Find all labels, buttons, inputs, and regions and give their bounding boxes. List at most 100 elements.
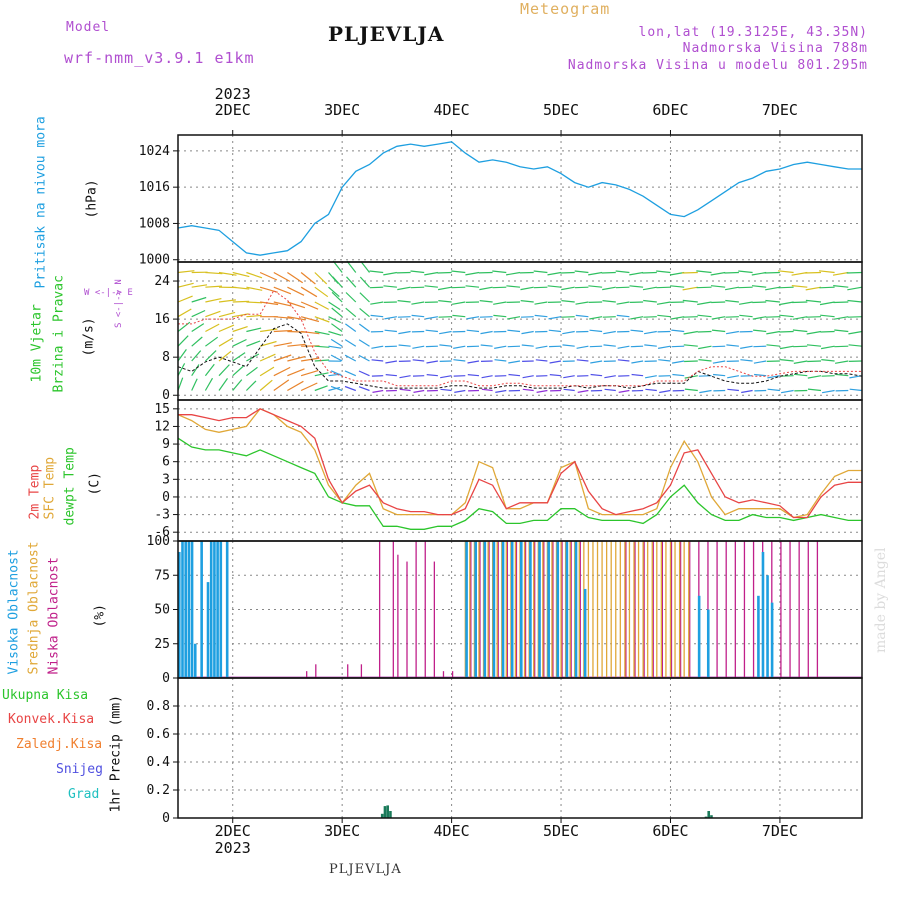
wind-arrow xyxy=(273,329,293,333)
high-cloud-bar xyxy=(574,541,578,678)
high-cloud-bar xyxy=(556,541,560,678)
wind-arrow xyxy=(370,314,384,318)
wind-arrow xyxy=(617,359,630,362)
wind-arrow xyxy=(191,336,203,347)
wind-arrow xyxy=(314,385,328,392)
wind-arrow xyxy=(495,389,507,393)
wind-arrow xyxy=(383,271,398,276)
wind-arrow xyxy=(494,359,507,362)
wind-arrow xyxy=(549,374,562,377)
wind-arrow xyxy=(833,285,849,288)
wind-arrow xyxy=(287,286,305,296)
wind-arrow xyxy=(300,382,318,392)
high-cloud-bar xyxy=(206,582,210,678)
wind-arrow xyxy=(588,271,603,276)
x-tick-label-top: 4DEC xyxy=(434,101,470,119)
wind-arrow xyxy=(739,314,753,318)
wind-arrow xyxy=(177,377,184,391)
wind-arrow xyxy=(535,345,548,349)
x-tick-label-bottom: 3DEC xyxy=(324,822,360,840)
wind-arrow xyxy=(766,344,780,347)
wind-arrow xyxy=(177,335,189,347)
meteogram-title: Meteogram xyxy=(520,0,611,18)
wind-arrow xyxy=(767,388,780,392)
wind-tick-label: 24 xyxy=(154,274,170,289)
x-tick-label-top: 5DEC xyxy=(543,101,579,119)
wind-arrow xyxy=(438,316,452,318)
wind-arrow xyxy=(494,345,507,349)
wind-arrow xyxy=(331,323,343,332)
wind-arrow xyxy=(590,360,603,364)
wind-arrow xyxy=(246,327,262,333)
wind-arrow xyxy=(534,314,548,318)
wind-arrow xyxy=(287,368,305,377)
wind-arrow xyxy=(205,285,223,288)
wind-arrow xyxy=(232,379,243,391)
precip-legend-graupel: Grad xyxy=(68,787,100,802)
cloud-tick-label: 25 xyxy=(154,637,170,652)
wind-arrow xyxy=(740,345,753,349)
temp-tick-label: -3 xyxy=(154,508,170,523)
wind-arrow xyxy=(301,357,320,362)
wind-arrow xyxy=(358,386,370,392)
year-label-top: 2023 xyxy=(215,85,251,103)
wind-arrow xyxy=(671,329,685,333)
wind-arrow xyxy=(259,340,277,347)
wind-arrow xyxy=(560,271,575,274)
wind-arrow xyxy=(765,299,780,303)
wind-arrow xyxy=(314,330,330,336)
wind-unit: (m/s) xyxy=(81,317,97,357)
wind-arrow xyxy=(205,298,222,303)
wind-arrow xyxy=(287,301,306,309)
wind-arrow xyxy=(411,314,425,318)
wind-arrow xyxy=(492,270,507,274)
wind-arrow xyxy=(246,340,261,347)
wind-arrow xyxy=(520,286,534,291)
wind-arrow xyxy=(604,375,616,379)
wind-arrow xyxy=(698,345,712,350)
wind-arrow xyxy=(480,330,493,335)
wind-arrow xyxy=(205,271,223,275)
wind-arrow xyxy=(792,301,808,304)
wind-arrow xyxy=(328,301,341,311)
temp-ylabel-1: 2m Temp xyxy=(27,464,43,520)
wind-arrow xyxy=(191,378,198,391)
high-cloud-bar xyxy=(520,541,523,678)
wind-arrow xyxy=(273,354,292,362)
wind-arrow xyxy=(191,350,202,362)
wind-arrow xyxy=(426,374,438,377)
wind-arrow xyxy=(696,270,712,274)
wind-arrow xyxy=(754,373,767,377)
high-cloud-bar xyxy=(187,541,191,678)
wind-arrow xyxy=(753,345,767,348)
wind-arrow xyxy=(821,389,835,394)
wind-arrow xyxy=(683,344,698,347)
wind-arrow xyxy=(332,260,343,273)
wind-arrow xyxy=(534,301,548,305)
wind-arrow xyxy=(711,329,726,333)
wind-arrow xyxy=(603,344,616,347)
wind-arrow xyxy=(453,359,466,362)
wind-arrow xyxy=(410,286,425,289)
precip-bar xyxy=(380,813,384,818)
wind-arrow xyxy=(438,300,452,303)
cloud-ylabel-1: Visoka Oblacnost xyxy=(6,549,22,675)
wind-arrow xyxy=(778,301,794,306)
pressure-line xyxy=(177,141,862,256)
wind-arrow xyxy=(344,385,357,392)
wind-arrow xyxy=(300,369,319,377)
cloud-unit: (%) xyxy=(92,604,108,628)
wind-arrow xyxy=(548,316,562,320)
wind-arrow xyxy=(658,359,671,362)
wind-arrow xyxy=(218,364,230,377)
wind-arrow xyxy=(358,339,370,347)
high-cloud-bar xyxy=(184,541,187,678)
wind-tick-label: 8 xyxy=(162,350,170,365)
wind-arrow xyxy=(358,323,370,332)
wind-arrow xyxy=(481,388,493,392)
wind-arrow xyxy=(727,388,739,392)
wind-arrow xyxy=(371,359,384,362)
coords-label: lon,lat (19.3125E, 43.35N) xyxy=(638,25,868,40)
wind-arrow xyxy=(751,285,767,288)
wind-arrow xyxy=(697,330,712,333)
